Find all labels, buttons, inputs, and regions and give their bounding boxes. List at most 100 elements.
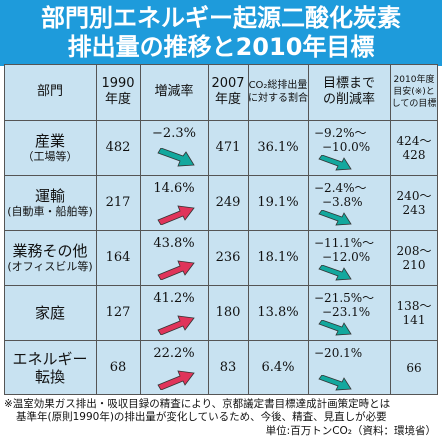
arrow-up-icon: [157, 260, 195, 280]
value-2007-text: 180: [215, 305, 241, 320]
share-value: 36.1%: [248, 120, 308, 175]
value-2007: 83: [208, 340, 248, 395]
value-1990-text: 217: [105, 195, 131, 210]
row-divider: [4, 230, 438, 231]
value-2007-text: 83: [219, 360, 237, 375]
column-divider: [140, 64, 141, 395]
column-divider: [390, 64, 391, 395]
sector-sub: 転換: [34, 367, 65, 386]
goal-value: 138〜 141: [390, 285, 438, 340]
share-value-text: 19.1%: [257, 195, 299, 210]
row-divider: [4, 64, 438, 65]
reduction-arrow-icon: [318, 375, 352, 391]
goal-value-from: 208〜: [396, 243, 432, 258]
value-2007: 249: [208, 175, 248, 230]
title-line-2: 排出量の推移と2010年目標: [67, 33, 375, 61]
header-change-rate: 増減率: [154, 84, 194, 99]
row-divider: [4, 285, 438, 286]
reduction-target-cell: −9.2%〜 −10.0%: [308, 120, 390, 175]
title-banner: 部門別エネルギー起源二酸化炭素 排出量の推移と2010年目標: [0, 0, 442, 66]
sector-name: 業務その他: [12, 241, 88, 260]
column-divider: [308, 64, 309, 395]
footnote: ※温室効果ガス排出・吸収目録の精査により、京都議定書目標達成計画策定時とは 基準…: [4, 398, 440, 424]
change-rate-cell: −2.3%: [140, 120, 208, 175]
arrow-up-icon: [157, 315, 195, 335]
value-2007-text: 471: [215, 140, 241, 155]
reduction-target-to: −12.0%: [322, 250, 371, 264]
reduction-target-from: −21.5%〜: [314, 291, 375, 305]
change-rate-cell: 41.2%: [140, 285, 208, 340]
sector-sub: （工場等）: [22, 149, 78, 163]
reduction-target-cell: −2.4%〜 −3.8%: [308, 175, 390, 230]
value-1990: 164: [96, 230, 140, 285]
share-value: 19.1%: [248, 175, 308, 230]
arrow-down-icon: [157, 148, 195, 167]
goal-value-to: 243: [402, 202, 426, 217]
title-line-1: 部門別エネルギー起源二酸化炭素: [41, 4, 401, 32]
sector-name: 運輸: [34, 186, 65, 205]
sector-label: 家庭: [4, 285, 96, 340]
row-divider: [4, 340, 438, 341]
unit-source: 単位:百万トンCO₂（資料：環境省）: [265, 425, 436, 437]
change-rate-cell: 22.2%: [140, 340, 208, 395]
sector-sub: (自動車・船舶等): [7, 204, 93, 218]
row-divider: [4, 394, 438, 395]
goal-value: 208〜 210: [390, 230, 438, 285]
share-value: 13.8%: [248, 285, 308, 340]
value-2007: 180: [208, 285, 248, 340]
goal-value: 240〜 243: [390, 175, 438, 230]
goal-value-from: 424〜: [396, 133, 432, 148]
value-1990: 68: [96, 340, 140, 395]
column-divider: [248, 64, 249, 395]
value-1990: 482: [96, 120, 140, 175]
reduction-arrow-icon: [318, 155, 352, 171]
column-divider: [437, 64, 438, 395]
reduction-target-cell: −21.5%〜 −23.1%: [308, 285, 390, 340]
reduction-target-cell: −20.1%: [308, 340, 390, 395]
sector-name: 産業: [34, 131, 65, 150]
share-value-text: 6.4%: [261, 360, 295, 375]
goal-value-from: 138〜: [396, 298, 432, 313]
reduction-arrow-icon: [318, 320, 352, 336]
goal-value-to: 428: [402, 147, 426, 162]
change-rate-text: 22.2%: [153, 346, 195, 361]
sector-label: 運輸 (自動車・船舶等): [4, 175, 96, 230]
footnote-line-2: 基準年(原則1990年)の排出量が変化しているため、今後、精査、見直しが必要: [16, 411, 387, 423]
header-2007: 2007 年度: [211, 76, 245, 107]
reduction-target-cell: −11.1%〜 −12.0%: [308, 230, 390, 285]
reduction-target-to: −23.1%: [322, 305, 371, 319]
reduction-arrow-icon: [318, 210, 352, 226]
goal-value-to: 210: [402, 257, 426, 272]
value-1990: 217: [96, 175, 140, 230]
reduction-target-from: −11.1%〜: [314, 236, 375, 250]
header-1990: 1990 年度: [101, 76, 135, 107]
value-1990: 127: [96, 285, 140, 340]
reduction-target-from: −9.2%〜: [314, 126, 367, 140]
header-goal: 2010年度 目安(※)と しての目標: [391, 75, 437, 109]
value-2007-text: 249: [215, 195, 241, 210]
value-1990-text: 164: [105, 250, 131, 265]
value-2007: 471: [208, 120, 248, 175]
header-reduction: 目標まで の削減率: [322, 76, 375, 107]
goal-value-from: 66: [406, 360, 422, 375]
emissions-table: 部門 1990 年度 増減率 2007 年度 CO₂総排出量 に対する割合 目標までの…: [4, 64, 438, 395]
row-divider: [4, 120, 438, 121]
share-value-text: 13.8%: [257, 305, 299, 320]
reduction-target-to: −3.8%: [322, 195, 363, 209]
column-divider: [4, 64, 5, 395]
sector-label: エネルギー 転換: [4, 340, 96, 395]
goal-value: 66: [390, 340, 438, 395]
change-rate-cell: 14.6%: [140, 175, 208, 230]
value-1990-text: 127: [105, 305, 131, 320]
share-value: 18.1%: [248, 230, 308, 285]
sector-name: 家庭: [34, 303, 65, 322]
reduction-target-from: −2.4%〜: [314, 181, 367, 195]
share-value-text: 36.1%: [257, 140, 299, 155]
arrow-up-icon: [157, 370, 195, 390]
column-divider: [96, 64, 97, 395]
change-rate-text: −2.3%: [152, 126, 196, 141]
share-value-text: 18.1%: [257, 250, 299, 265]
sector-label: 産業 （工場等）: [4, 120, 96, 175]
share-value: 6.4%: [248, 340, 308, 395]
goal-value: 424〜 428: [390, 120, 438, 175]
